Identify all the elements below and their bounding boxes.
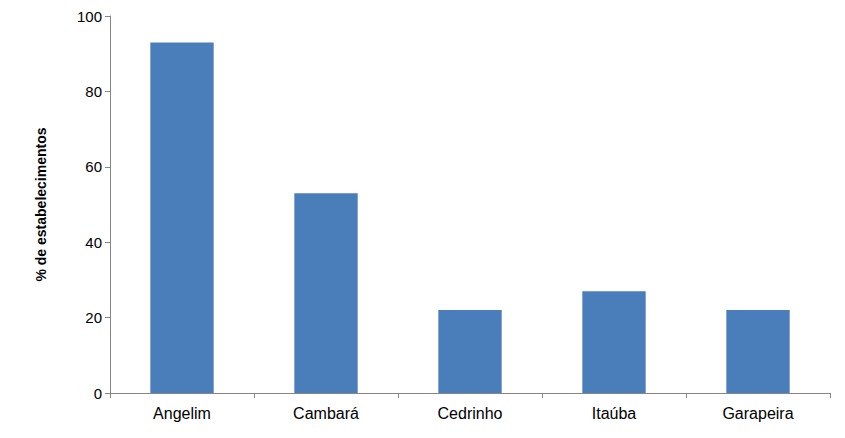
svg-text:Garapeira: Garapeira [722, 405, 793, 422]
svg-text:40: 40 [85, 234, 102, 251]
svg-text:Cambará: Cambará [293, 405, 359, 422]
svg-text:100: 100 [77, 8, 102, 25]
svg-text:% de estabelecimentos: % de estabelecimentos [33, 127, 49, 281]
svg-text:60: 60 [85, 158, 102, 175]
svg-text:Cedrinho: Cedrinho [438, 405, 503, 422]
svg-text:Angelim: Angelim [153, 405, 211, 422]
svg-text:Itaúba: Itaúba [592, 405, 637, 422]
svg-text:0: 0 [94, 385, 102, 402]
svg-text:20: 20 [85, 309, 102, 326]
svg-text:80: 80 [85, 83, 102, 100]
